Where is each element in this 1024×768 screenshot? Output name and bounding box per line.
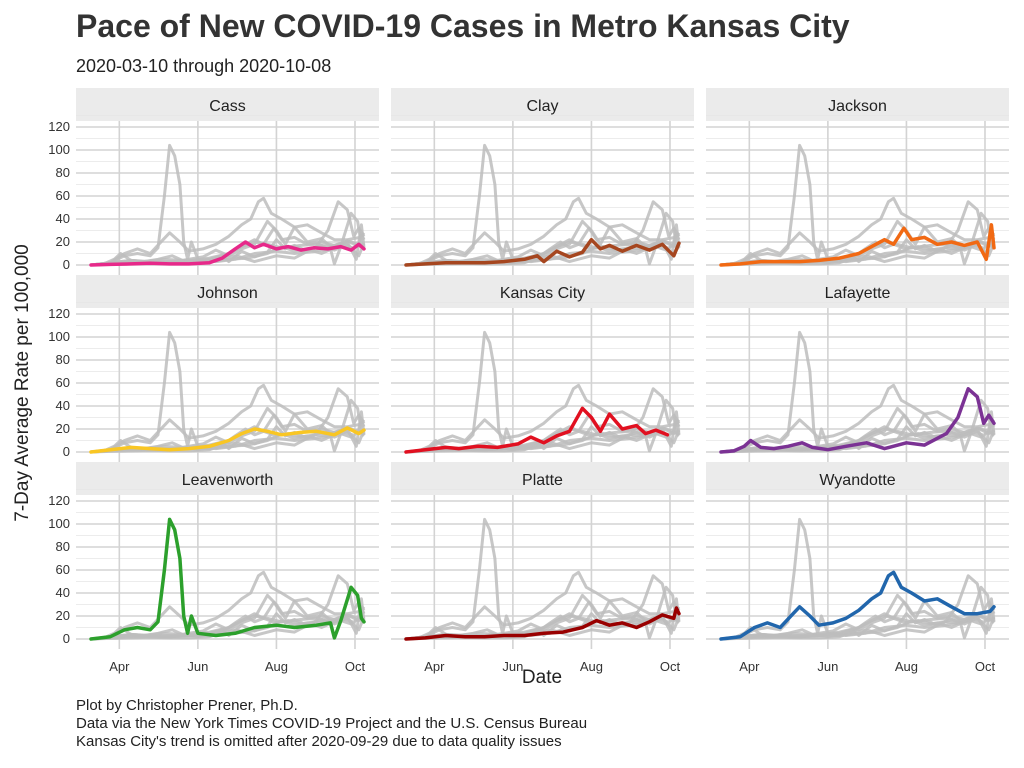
x-tick-label: Oct bbox=[660, 659, 681, 674]
facet-clay: Clay bbox=[391, 88, 694, 275]
facet-platte: Platte Apr Jun Aug Oct bbox=[391, 462, 694, 674]
series-line-wyandotte-background bbox=[405, 383, 681, 454]
facet-kansas-city: Kansas City bbox=[391, 275, 694, 462]
y-tick-label: 80 bbox=[56, 539, 70, 554]
background-series bbox=[405, 517, 681, 641]
y-tick-label: 40 bbox=[56, 398, 70, 413]
series-line-jackson bbox=[719, 223, 996, 267]
caption-line-source: Data via the New York Times COVID-19 Pro… bbox=[76, 715, 588, 732]
facet-lafayette: Lafayette bbox=[706, 275, 1009, 462]
y-tick-label: 20 bbox=[56, 234, 70, 249]
background-series bbox=[720, 143, 996, 267]
y-tick-label: 100 bbox=[48, 329, 70, 344]
facet-label: Lafayette bbox=[825, 285, 891, 302]
x-tick-label: Jun bbox=[817, 659, 838, 674]
caption-line-note: Kansas City's trend is omitted after 202… bbox=[76, 733, 562, 750]
facet-label: Clay bbox=[526, 98, 558, 115]
series-line-kansas-city bbox=[404, 406, 670, 454]
series-line-leavenworth-background bbox=[90, 143, 366, 267]
series-line-wyandotte bbox=[719, 570, 996, 641]
faceted-line-chart: Cass 0 20 40 60 80 100 120 Clay Jackson Johnson 0 20… bbox=[12, 88, 1009, 688]
x-tick-label: Aug bbox=[580, 659, 603, 674]
series-line-johnson bbox=[89, 426, 366, 454]
series-line-leavenworth bbox=[89, 517, 366, 641]
facet-leavenworth: Leavenworth 0 20 40 60 80 100 120 Apr Jun Aug Oct bbox=[48, 462, 379, 674]
x-tick-label: Apr bbox=[109, 659, 130, 674]
background-series bbox=[720, 517, 996, 641]
series-line-lafayette bbox=[719, 387, 996, 454]
y-tick-label: 80 bbox=[56, 165, 70, 180]
x-tick-label: Jun bbox=[502, 659, 523, 674]
gridlines bbox=[76, 489, 379, 649]
y-tick-label: 20 bbox=[56, 608, 70, 623]
series-line-cass bbox=[89, 240, 366, 267]
y-tick-label: 20 bbox=[56, 421, 70, 436]
facet-label: Johnson bbox=[197, 285, 258, 302]
facet-label: Cass bbox=[209, 98, 245, 115]
y-tick-label: 120 bbox=[48, 119, 70, 134]
series-line-wyandotte-background bbox=[405, 570, 681, 641]
series-line-wyandotte-background bbox=[720, 383, 996, 454]
y-tick-label: 60 bbox=[56, 188, 70, 203]
y-tick-label: 60 bbox=[56, 375, 70, 390]
y-tick-label: 40 bbox=[56, 585, 70, 600]
chart-subtitle: 2020-03-10 through 2020-10-08 bbox=[76, 56, 332, 76]
facet-label: Leavenworth bbox=[182, 472, 274, 489]
series-line-clay bbox=[404, 237, 681, 267]
x-tick-label: Oct bbox=[345, 659, 366, 674]
facet-label: Wyandotte bbox=[819, 472, 895, 489]
facet-cass: Cass 0 20 40 60 80 100 120 bbox=[48, 88, 379, 275]
y-tick-label: 40 bbox=[56, 211, 70, 226]
y-tick-label: 100 bbox=[48, 516, 70, 531]
caption-line-author: Plot by Christopher Prener, Ph.D. bbox=[76, 697, 298, 714]
y-tick-label: 120 bbox=[48, 306, 70, 321]
y-tick-label: 120 bbox=[48, 493, 70, 508]
background-series bbox=[405, 330, 681, 454]
series-line-leavenworth-background bbox=[720, 330, 996, 454]
x-tick-label: Apr bbox=[739, 659, 760, 674]
background-series bbox=[720, 330, 996, 454]
x-axis-title: Date bbox=[522, 667, 562, 688]
chart-title: Pace of New COVID-19 Cases in Metro Kans… bbox=[76, 8, 850, 44]
y-tick-label: 0 bbox=[63, 257, 70, 272]
y-tick-label: 60 bbox=[56, 562, 70, 577]
y-tick-label: 100 bbox=[48, 142, 70, 157]
facet-wyandotte: Wyandotte Apr Jun Aug Oct bbox=[706, 462, 1009, 674]
caption: Plot by Christopher Prener, Ph.D. Data v… bbox=[76, 697, 587, 751]
y-tick-label: 80 bbox=[56, 352, 70, 367]
series-line-wyandotte-background bbox=[90, 383, 366, 454]
facet-label: Jackson bbox=[828, 98, 887, 115]
series-line-wyandotte-background bbox=[720, 196, 996, 267]
series-line-wyandotte-background bbox=[90, 196, 366, 267]
x-tick-label: Apr bbox=[424, 659, 445, 674]
series-line-wyandotte-background bbox=[405, 196, 681, 267]
y-axis-title: 7-Day Average Rate per 100,000 bbox=[12, 244, 33, 521]
series-line-platte bbox=[404, 606, 681, 641]
x-tick-label: Aug bbox=[265, 659, 288, 674]
x-tick-label: Aug bbox=[895, 659, 918, 674]
y-tick-label: 0 bbox=[63, 631, 70, 646]
x-tick-label: Oct bbox=[975, 659, 996, 674]
facet-label: Kansas City bbox=[500, 285, 585, 302]
y-tick-label: 0 bbox=[63, 444, 70, 459]
series-line-leavenworth-background bbox=[405, 517, 681, 641]
facet-johnson: Johnson 0 20 40 60 80 100 120 bbox=[48, 275, 379, 462]
x-tick-label: Jun bbox=[187, 659, 208, 674]
facet-jackson: Jackson bbox=[706, 88, 1009, 275]
facet-label: Platte bbox=[522, 472, 563, 489]
